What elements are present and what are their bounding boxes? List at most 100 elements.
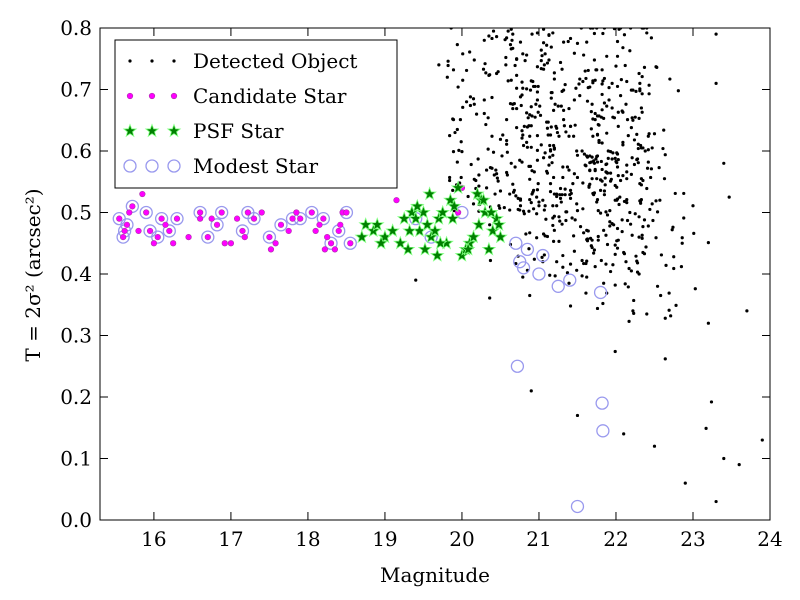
data-point [285, 227, 292, 235]
data-point [562, 88, 566, 92]
data-point [616, 158, 620, 162]
legend-marker [148, 92, 156, 100]
data-point [539, 66, 543, 71]
data-point [129, 203, 136, 210]
data-point [598, 211, 603, 215]
data-point [453, 130, 457, 135]
data-point [588, 161, 592, 165]
data-point [618, 178, 623, 183]
data-point [445, 75, 449, 79]
data-point [627, 266, 631, 271]
data-point [638, 89, 642, 93]
data-point [630, 116, 634, 120]
data-point [621, 143, 625, 147]
data-point [548, 143, 552, 148]
data-point [676, 89, 680, 93]
data-point [600, 82, 604, 86]
data-point [448, 134, 452, 138]
data-point [525, 53, 529, 57]
legend-marker [144, 123, 160, 138]
legend: Detected Object Candidate Star PSF Star Mod… [114, 39, 398, 189]
data-point [682, 216, 686, 220]
x-tick-label: 20 [449, 527, 474, 551]
data-point [536, 110, 540, 114]
data-point [547, 163, 551, 167]
data-point [505, 173, 509, 177]
legend-marker [150, 59, 154, 63]
data-point [585, 259, 589, 263]
data-point [528, 134, 532, 138]
data-point [661, 146, 665, 151]
data-point [185, 234, 192, 241]
data-point [400, 241, 416, 256]
data-point [590, 245, 594, 250]
data-point [515, 126, 519, 130]
data-point [213, 221, 221, 228]
data-point [568, 36, 573, 41]
data-point [613, 156, 617, 160]
data-point [369, 217, 385, 231]
data-point [541, 156, 546, 160]
data-point [506, 79, 510, 83]
data-point [714, 32, 718, 36]
data-point [635, 270, 640, 274]
data-point [487, 73, 491, 77]
data-point [490, 134, 494, 138]
data-point [455, 127, 459, 132]
data-point [396, 210, 412, 225]
data-point [634, 89, 638, 93]
data-point [745, 309, 749, 313]
data-point [527, 164, 531, 168]
data-point [597, 138, 601, 143]
data-point [162, 221, 169, 228]
data-point [538, 113, 543, 117]
data-point [404, 204, 420, 219]
data-point [613, 283, 617, 287]
data-point [518, 40, 523, 44]
data-point [545, 234, 550, 239]
data-point [508, 43, 513, 47]
data-point [585, 239, 590, 243]
data-point [602, 281, 606, 285]
data-point [459, 140, 463, 144]
data-point [585, 40, 589, 44]
y-tick-label: 0.4 [60, 262, 92, 286]
data-point [305, 205, 319, 220]
data-point [584, 291, 588, 295]
data-point [520, 80, 524, 84]
data-point [629, 222, 633, 226]
data-point [552, 228, 556, 232]
data-point [592, 161, 597, 165]
data-point [619, 78, 623, 82]
data-point [535, 134, 540, 138]
data-point [593, 265, 597, 269]
data-point [519, 103, 523, 108]
data-point [641, 178, 645, 183]
data-point [139, 190, 146, 198]
legend-label: Candidate Star [193, 84, 347, 108]
data-point [221, 240, 228, 247]
data-point [541, 41, 546, 45]
data-point [539, 58, 543, 63]
data-point [639, 143, 643, 148]
data-point [542, 208, 546, 212]
data-point [616, 110, 620, 114]
x-tick-label: 16 [141, 527, 166, 551]
data-point [632, 298, 636, 303]
data-point [578, 94, 582, 98]
data-point [547, 58, 551, 62]
data-point [559, 200, 563, 204]
data-point [289, 215, 296, 222]
data-point [566, 39, 570, 44]
data-point [536, 181, 540, 186]
data-point [582, 53, 586, 57]
data-point [476, 192, 491, 207]
data-point [617, 202, 621, 207]
data-point [529, 79, 533, 83]
data-point [528, 113, 532, 117]
data-point [591, 134, 595, 138]
data-point [595, 197, 600, 202]
data-point [592, 251, 596, 255]
data-point [495, 35, 499, 39]
